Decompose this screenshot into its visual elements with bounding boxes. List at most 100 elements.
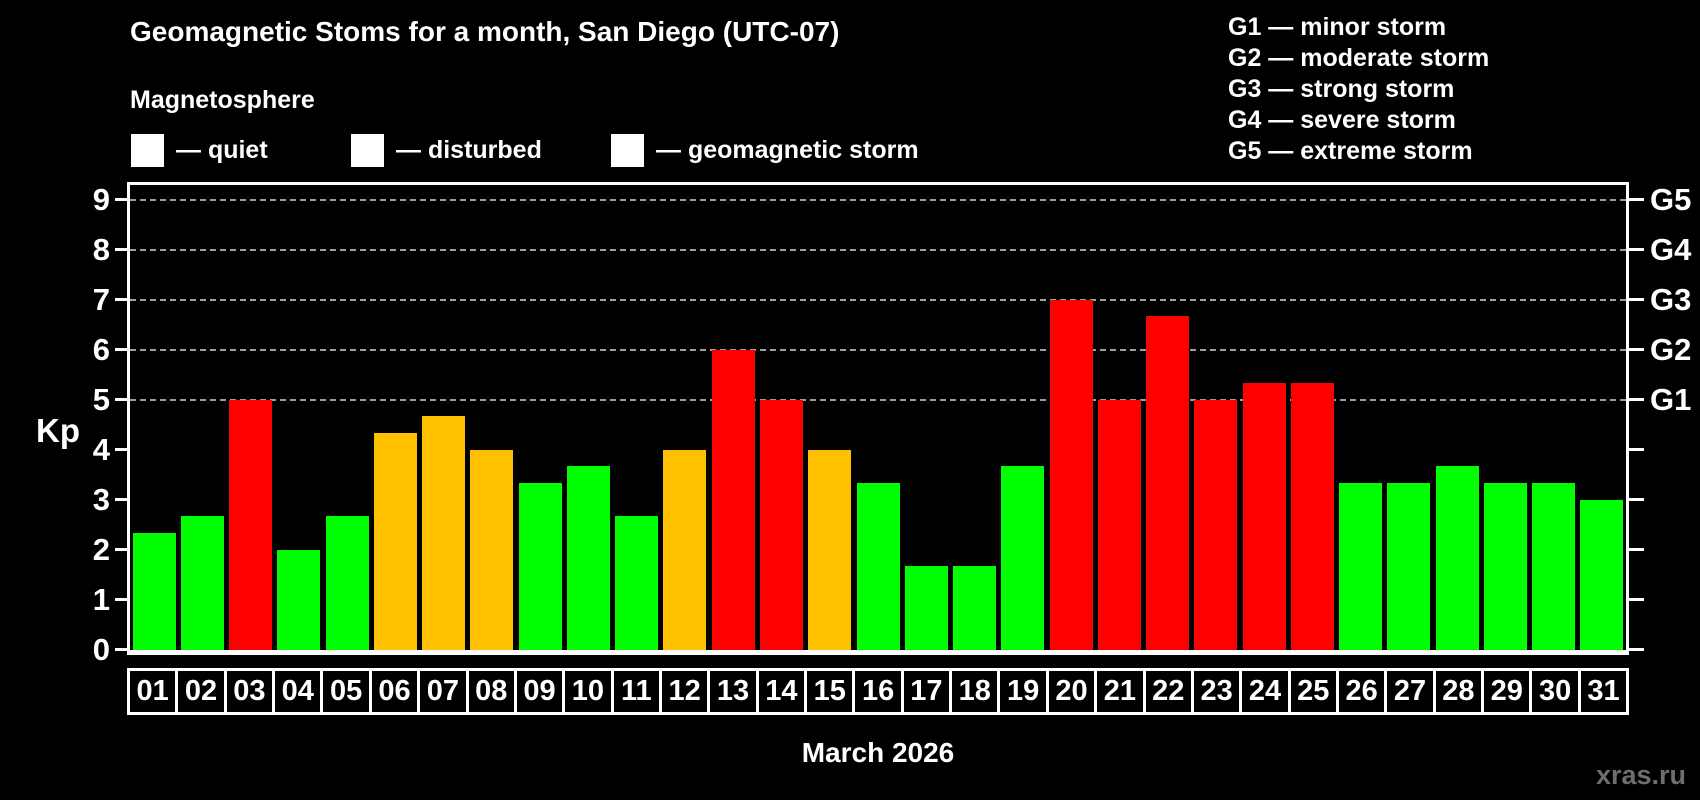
day-label-04: 04 xyxy=(275,668,324,715)
day-label-29: 29 xyxy=(1484,668,1533,715)
day-label-19: 19 xyxy=(1000,668,1049,715)
right-tick-kp7 xyxy=(1629,298,1644,301)
x-axis-title: March 2026 xyxy=(801,737,955,768)
g5-legend-line: G5 — extreme storm xyxy=(1228,137,1473,165)
day-label-05: 05 xyxy=(323,668,372,715)
g3-legend-line: G3 — strong storm xyxy=(1228,75,1455,103)
bar-day-29 xyxy=(1484,483,1527,650)
day-label-26: 26 xyxy=(1338,668,1388,715)
bar-day-03 xyxy=(229,400,272,650)
watermark: xras.ru xyxy=(1595,760,1686,790)
right-tick-kp5 xyxy=(1629,398,1644,401)
bar-day-17 xyxy=(905,566,948,650)
y-tick-label-0: 0 xyxy=(92,632,110,667)
y-tick-label-8: 8 xyxy=(92,232,110,267)
day-label-13: 13 xyxy=(710,668,759,715)
day-label-24: 24 xyxy=(1242,668,1291,715)
y-tick-label-9: 9 xyxy=(92,182,110,217)
y-tick-label-6: 6 xyxy=(92,332,110,367)
left-tick-kp0 xyxy=(115,648,130,651)
legend-item-disturbed: — disturbed xyxy=(351,131,542,169)
left-tick-kp5 xyxy=(115,398,130,401)
right-axis-label-g3: G3 xyxy=(1650,282,1692,317)
day-label-21: 21 xyxy=(1097,668,1146,715)
day-label-18: 18 xyxy=(952,668,1001,715)
storm-color-swatch xyxy=(611,133,644,167)
day-labels-row: 01 02 03 04 05 06 07 08 09 10 11 12 13 14 15 16 17 18 19 20… xyxy=(127,668,1630,715)
left-tick-kp3 xyxy=(115,498,130,501)
day-label-25: 25 xyxy=(1290,668,1339,715)
right-tick-kp6 xyxy=(1629,348,1644,351)
legend-item-storm: — geomagnetic storm xyxy=(611,131,919,169)
bar-day-05 xyxy=(326,516,369,650)
day-label-30: 30 xyxy=(1532,668,1581,715)
day-label-11: 11 xyxy=(613,668,662,715)
bar-day-19 xyxy=(1001,466,1044,650)
right-axis-label-g5: G5 xyxy=(1650,182,1692,217)
bar-day-09 xyxy=(519,483,562,650)
left-tick-kp2 xyxy=(115,548,130,551)
bar-day-26 xyxy=(1339,483,1382,650)
day-label-07: 07 xyxy=(420,668,469,715)
day-label-06: 06 xyxy=(371,668,421,715)
left-tick-kp8 xyxy=(115,248,130,251)
bar-day-28 xyxy=(1436,466,1479,650)
right-axis-label-g1: G1 xyxy=(1650,382,1692,417)
y-tick-label-7: 7 xyxy=(92,282,110,317)
right-axis-label-g2: G2 xyxy=(1650,332,1692,367)
day-label-20: 20 xyxy=(1048,668,1098,715)
bar-day-30 xyxy=(1532,483,1575,650)
bar-day-01 xyxy=(133,533,176,650)
day-label-22: 22 xyxy=(1145,668,1194,715)
right-tick-kp8 xyxy=(1629,248,1644,251)
bar-day-20 xyxy=(1050,300,1093,650)
bar-day-10 xyxy=(567,466,610,650)
bar-day-02 xyxy=(181,516,224,650)
g2-legend-line: G2 — moderate storm xyxy=(1228,44,1490,72)
left-tick-kp1 xyxy=(115,598,130,601)
bar-day-13 xyxy=(712,350,755,650)
legend-label-storm: — geomagnetic storm xyxy=(656,135,919,164)
day-label-12: 12 xyxy=(661,668,711,715)
plot-area xyxy=(127,182,1629,655)
right-tick-kp2 xyxy=(1629,548,1644,551)
quiet-color-swatch xyxy=(131,133,164,167)
day-label-14: 14 xyxy=(758,668,808,715)
day-label-28: 28 xyxy=(1435,668,1485,715)
bar-day-08 xyxy=(470,450,513,650)
legend-label-quiet: — quiet xyxy=(176,135,268,164)
right-tick-kp0 xyxy=(1629,648,1644,651)
g4-legend-line: G4 — severe storm xyxy=(1228,106,1456,134)
bar-day-12 xyxy=(663,450,706,650)
chart-title: Geomagnetic Stoms for a month, San Diego… xyxy=(130,16,840,47)
legend-item-quiet: — quiet xyxy=(131,131,268,169)
day-label-03: 03 xyxy=(226,668,276,715)
y-tick-label-3: 3 xyxy=(92,482,110,517)
y-tick-label-4: 4 xyxy=(92,432,110,467)
bar-day-07 xyxy=(422,416,465,650)
y-tick-label-1: 1 xyxy=(92,582,110,617)
bar-day-31 xyxy=(1580,500,1623,650)
right-tick-kp1 xyxy=(1629,598,1644,601)
gridline-kp6 xyxy=(130,349,1626,351)
left-tick-kp9 xyxy=(115,198,130,201)
right-tick-kp4 xyxy=(1629,448,1644,451)
left-tick-kp6 xyxy=(115,348,130,351)
bar-day-25 xyxy=(1291,383,1334,650)
right-axis-label-g4: G4 xyxy=(1650,232,1692,267)
gridline-kp7 xyxy=(130,299,1626,301)
bar-day-22 xyxy=(1146,316,1189,650)
day-label-01: 01 xyxy=(127,668,179,715)
day-label-08: 08 xyxy=(468,668,517,715)
left-tick-kp7 xyxy=(115,298,130,301)
magnetosphere-label: Magnetosphere xyxy=(130,86,315,114)
gridline-kp9 xyxy=(130,199,1626,201)
bar-day-16 xyxy=(857,483,900,650)
right-tick-kp3 xyxy=(1629,498,1644,501)
y-tick-label-5: 5 xyxy=(92,382,110,417)
gridline-kp8 xyxy=(130,249,1626,251)
bar-day-04 xyxy=(277,550,320,650)
disturbed-color-swatch xyxy=(351,133,384,167)
y-tick-label-2: 2 xyxy=(92,532,110,567)
day-label-10: 10 xyxy=(565,668,614,715)
